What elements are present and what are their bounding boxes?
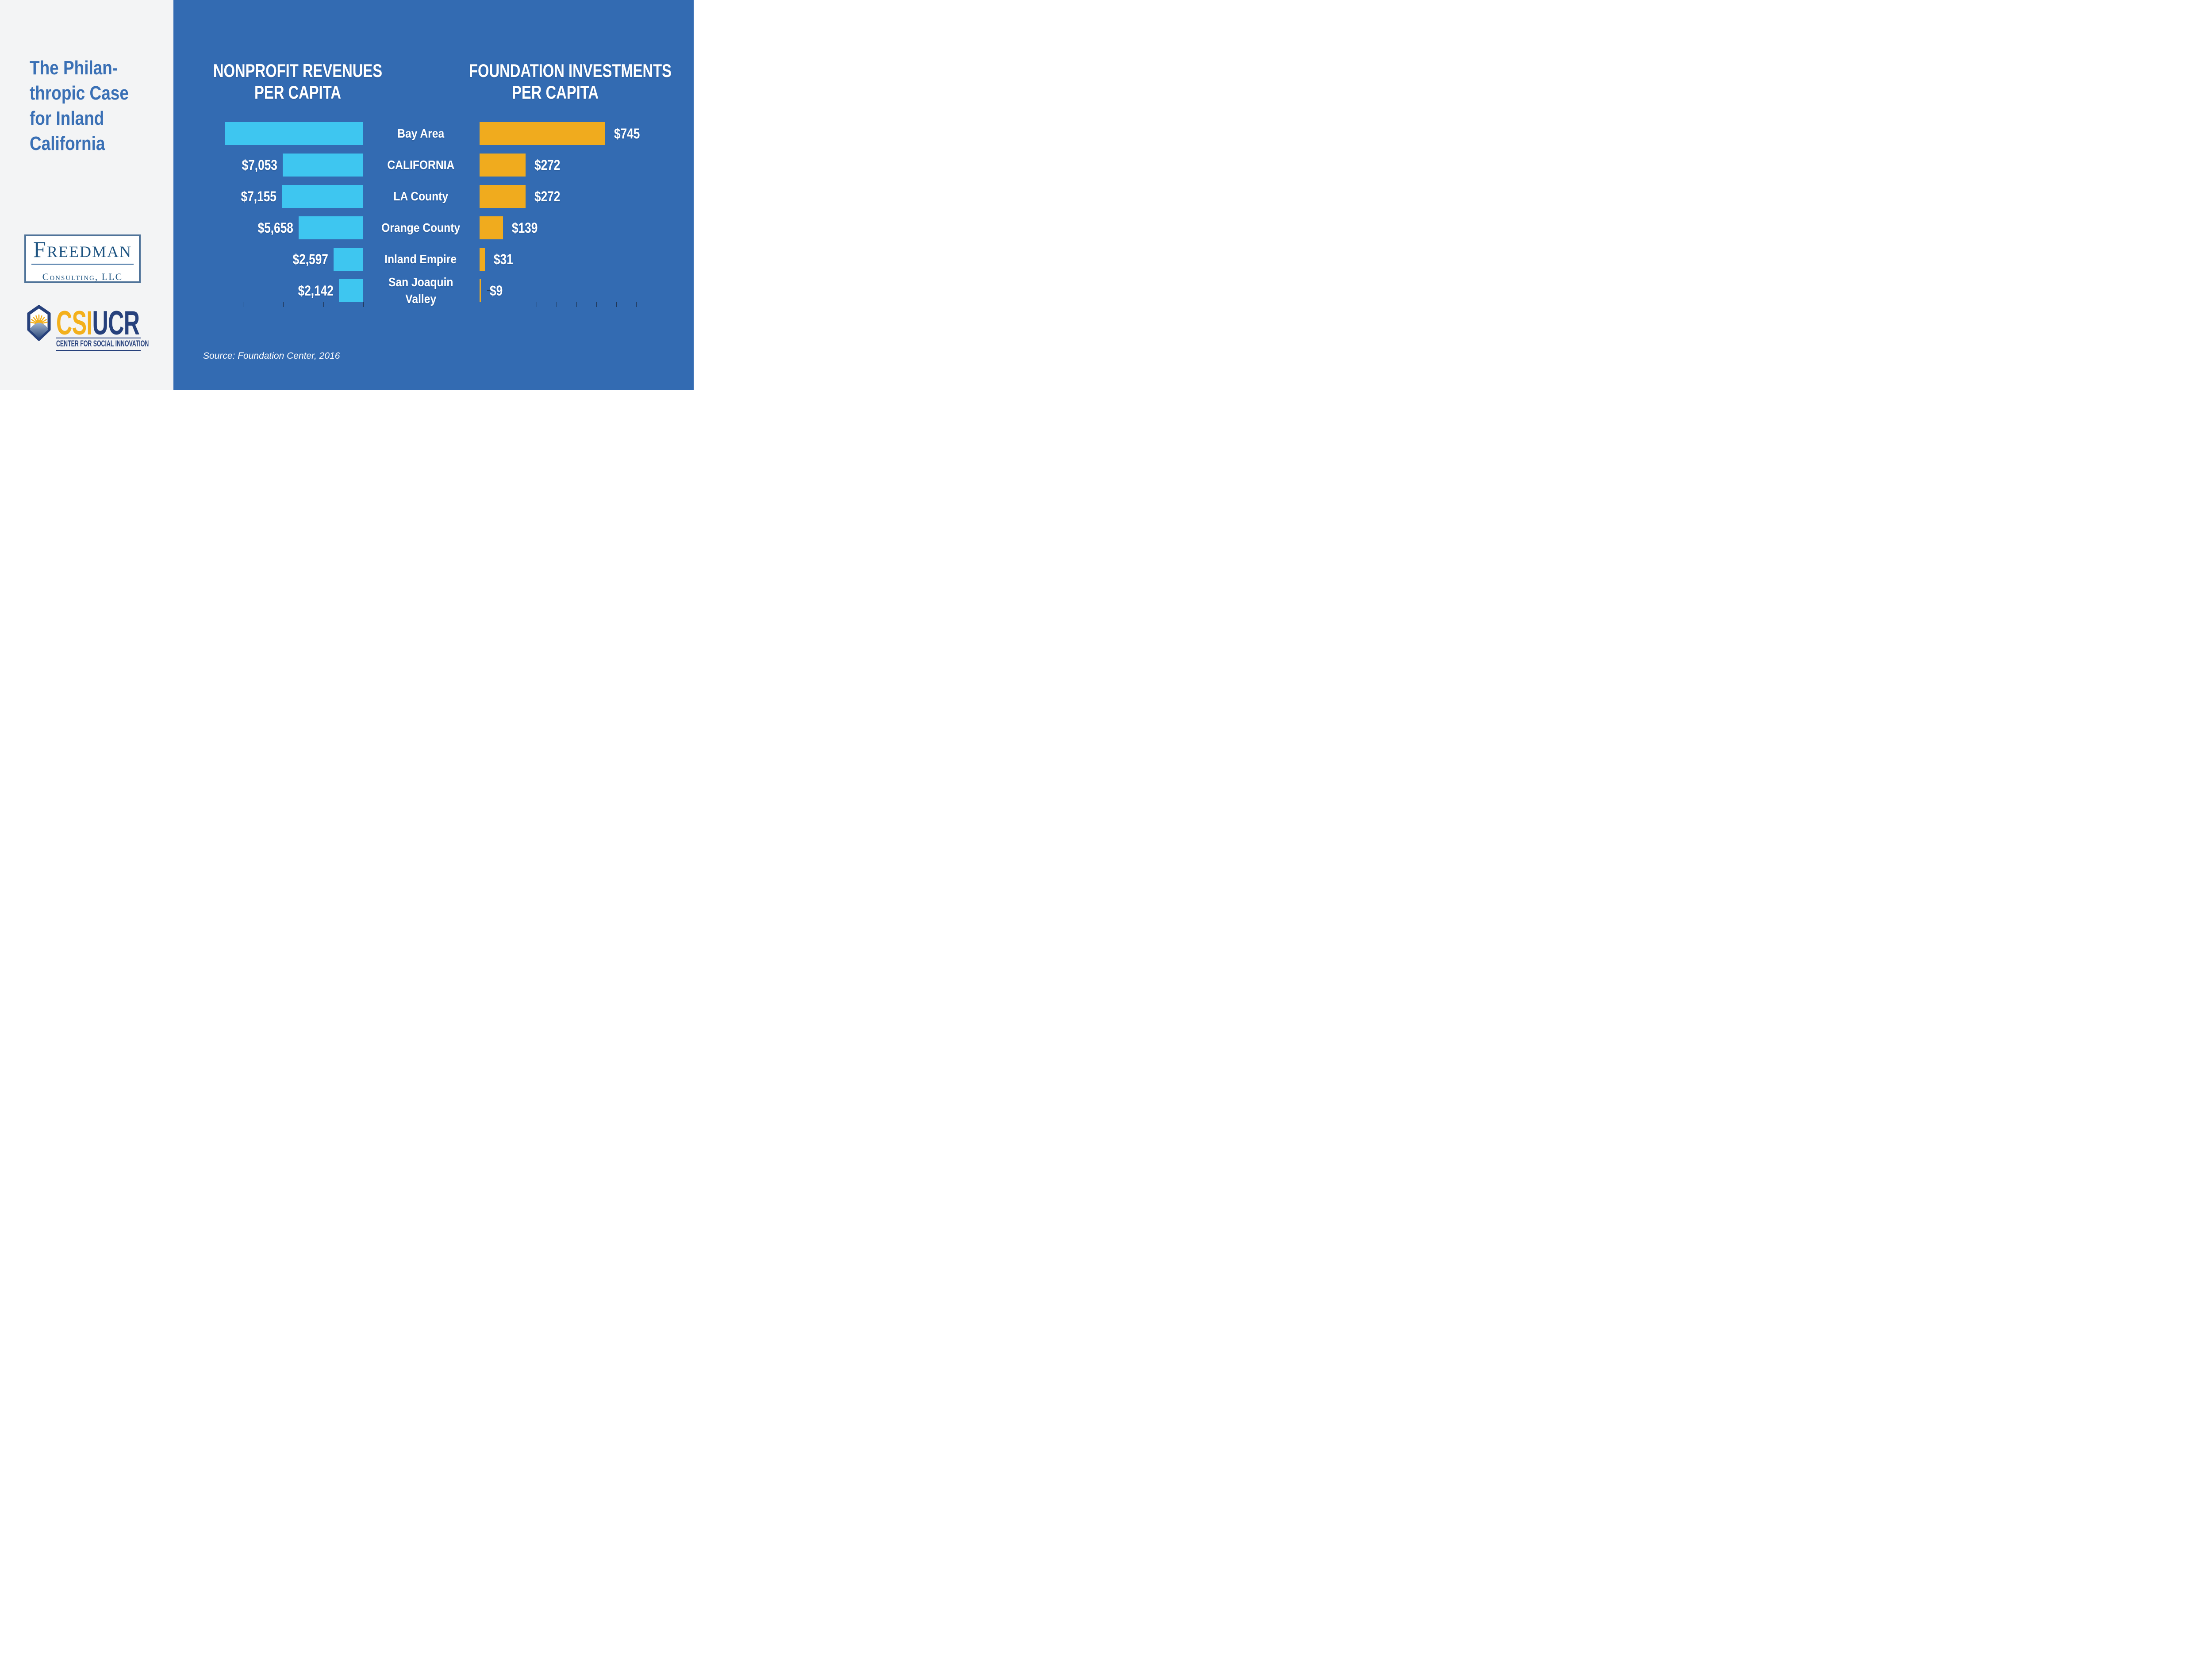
foundation-value-label: $139 <box>512 216 543 239</box>
right-axis-tick <box>576 302 577 307</box>
value-text: $2,142 <box>298 282 334 299</box>
value-text: $5,658 <box>257 219 293 236</box>
left-chart-title-line-2: PER CAPITA <box>254 81 341 103</box>
category-text: Orange County <box>381 221 460 234</box>
value-text: $272 <box>534 157 561 173</box>
category-text: Inland Empire <box>384 252 457 266</box>
left-axis-tick <box>323 302 324 307</box>
category-axis-tick <box>487 290 490 291</box>
csi-logo-divider-bottom <box>56 350 141 351</box>
left-axis-tick <box>283 302 284 307</box>
ucr-acronym: UCR <box>92 304 140 342</box>
freedman-logo-divider <box>31 264 134 265</box>
left-chart-title-line-1: NONPROFIT REVENUES <box>213 60 383 81</box>
foundation-value-label: $272 <box>534 185 566 208</box>
right-chart-title-line-2: PER CAPITA <box>512 81 599 103</box>
freedman-logo-subtitle: Consulting, LLC <box>42 271 123 282</box>
right-axis-tick <box>616 302 617 307</box>
value-text: $7,053 <box>242 157 277 173</box>
category-label: San Joaquin Valley <box>368 268 474 314</box>
csi-acronym: CSI <box>56 304 92 342</box>
source-note: Source: Foundation Center, 2016 <box>203 351 340 361</box>
right-chart-title-line-1: FOUNDATION INVESTMENTS <box>469 60 672 81</box>
nonprofit-bar <box>225 122 363 145</box>
value-text: $31 <box>494 251 513 267</box>
foundation-bar <box>480 122 605 145</box>
left-panel: The Philan- thropic Case for Inland Cali… <box>0 0 173 390</box>
freedman-logo-name: Freedman <box>33 237 132 262</box>
right-axis-tick <box>636 302 637 307</box>
nonprofit-bar <box>339 279 363 302</box>
csi-shield-sunrise-icon <box>27 305 51 341</box>
nonprofit-value-label: $12,104 <box>232 122 283 145</box>
right-axis-tick <box>596 302 597 307</box>
category-label: Orange County <box>368 205 474 251</box>
nonprofit-value-label: $7,053 <box>234 154 277 177</box>
foundation-value-label: $745 <box>614 122 645 145</box>
value-text: $272 <box>534 188 561 204</box>
right-chart-title: FOUNDATION INVESTMENTS PER CAPITA <box>445 60 672 103</box>
value-text: $12,104 <box>232 125 274 142</box>
page-title-line-2: thropic Case <box>30 82 129 104</box>
category-label: LA County <box>368 173 474 219</box>
nonprofit-value-label: $5,658 <box>250 216 293 239</box>
foundation-value-label: $272 <box>534 154 566 177</box>
value-text: $745 <box>614 125 640 142</box>
category-text: LA County <box>393 189 448 203</box>
csi-logo-tagline: CENTER FOR SOCIAL INNOVATION <box>56 339 149 349</box>
freedman-consulting-logo: Freedman Consulting, LLC <box>24 234 141 283</box>
category-label: Inland Empire <box>368 236 474 282</box>
left-axis-tick <box>363 302 364 307</box>
nonprofit-value-label: $7,155 <box>233 185 276 208</box>
value-text: $139 <box>512 219 538 236</box>
nonprofit-value-label: $2,142 <box>290 279 334 302</box>
category-label: CALIFORNIA <box>368 142 474 188</box>
category-text: Bay Area <box>397 127 444 140</box>
foundation-value-label: $31 <box>494 248 517 271</box>
foundation-bar <box>480 279 481 302</box>
page-title: The Philan- thropic Case for Inland Cali… <box>30 55 148 156</box>
nonprofit-value-label: $2,597 <box>285 248 328 271</box>
page-title-line-1: The Philan- <box>30 57 118 79</box>
category-text: CALIFORNIA <box>387 158 454 172</box>
foundation-bar <box>480 216 503 239</box>
category-text: San Joaquin Valley <box>388 275 453 306</box>
nonprofit-bar <box>282 185 363 208</box>
foundation-bar <box>480 185 526 208</box>
value-text: $9 <box>490 282 503 299</box>
value-text: $2,597 <box>292 251 328 267</box>
page-title-line-3: for Inland <box>30 108 104 130</box>
foundation-value-label: $9 <box>490 279 506 302</box>
infographic-canvas: The Philan- thropic Case for Inland Cali… <box>0 0 694 390</box>
nonprofit-bar <box>283 154 363 177</box>
left-chart-title: NONPROFIT REVENUES PER CAPITA <box>187 60 408 103</box>
nonprofit-bar <box>299 216 363 239</box>
csi-ucr-wordmark: CSIUCR <box>56 304 140 342</box>
nonprofit-bar <box>334 248 363 271</box>
foundation-bar <box>480 154 526 177</box>
category-label: Bay Area <box>368 111 474 157</box>
csi-ucr-logo: CSIUCR CENTER FOR SOCIAL INNOVATION <box>25 304 149 354</box>
foundation-bar <box>480 248 485 271</box>
value-text: $7,155 <box>241 188 276 204</box>
page-title-line-4: California <box>30 133 105 155</box>
